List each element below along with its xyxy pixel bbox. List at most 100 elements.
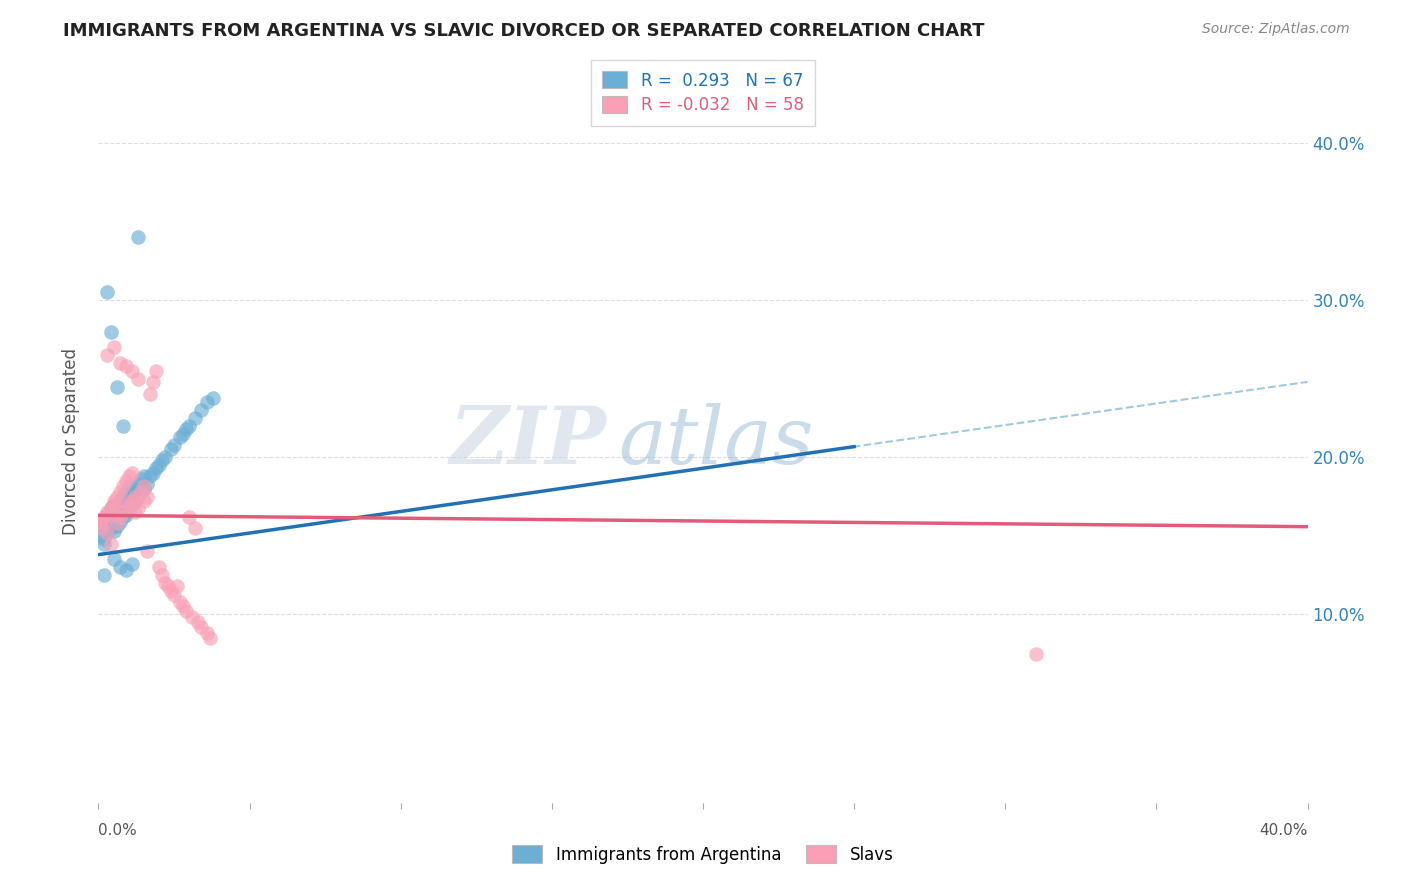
Point xyxy=(145,461,167,475)
Point xyxy=(111,418,134,433)
Point xyxy=(132,482,155,496)
Point xyxy=(96,516,118,531)
Point xyxy=(124,490,146,504)
Point xyxy=(202,391,225,405)
Point xyxy=(111,490,134,504)
Point xyxy=(153,575,176,590)
Y-axis label: Divorced or Separated: Divorced or Separated xyxy=(62,348,80,535)
Text: 40.0%: 40.0% xyxy=(1260,823,1308,838)
Point xyxy=(103,508,125,523)
Point xyxy=(93,568,115,582)
Point xyxy=(103,497,125,511)
Point xyxy=(124,482,146,496)
Point xyxy=(114,500,136,515)
Point xyxy=(172,599,194,614)
Point xyxy=(121,364,143,378)
Text: ZIP: ZIP xyxy=(450,403,606,480)
Point xyxy=(103,524,125,538)
Point xyxy=(118,469,141,483)
Point xyxy=(114,508,136,523)
Point xyxy=(166,579,188,593)
Point xyxy=(127,500,149,515)
Legend: R =  0.293   N = 67, R = -0.032   N = 58: R = 0.293 N = 67, R = -0.032 N = 58 xyxy=(591,60,815,126)
Point xyxy=(145,364,167,378)
Point xyxy=(121,486,143,500)
Point xyxy=(118,480,141,494)
Point xyxy=(114,359,136,373)
Point xyxy=(190,620,212,634)
Point xyxy=(100,521,122,535)
Point xyxy=(174,604,197,618)
Point xyxy=(150,568,173,582)
Point xyxy=(93,510,115,524)
Text: 0.0%: 0.0% xyxy=(98,823,138,838)
Point xyxy=(181,610,204,624)
Point xyxy=(179,418,201,433)
Point xyxy=(111,478,134,492)
Point xyxy=(103,517,125,532)
Point xyxy=(129,472,152,486)
Point xyxy=(174,422,197,436)
Point xyxy=(129,484,152,499)
Point xyxy=(190,403,212,417)
Text: IMMIGRANTS FROM ARGENTINA VS SLAVIC DIVORCED OR SEPARATED CORRELATION CHART: IMMIGRANTS FROM ARGENTINA VS SLAVIC DIVO… xyxy=(63,22,984,40)
Point xyxy=(93,513,115,527)
Point xyxy=(127,490,149,504)
Point xyxy=(90,521,112,535)
Point xyxy=(108,515,131,529)
Point xyxy=(105,490,128,504)
Point xyxy=(129,484,152,499)
Point xyxy=(90,513,112,527)
Text: atlas: atlas xyxy=(619,403,814,480)
Point xyxy=(121,557,143,571)
Point xyxy=(93,536,115,550)
Point xyxy=(90,521,112,535)
Point xyxy=(172,426,194,441)
Point xyxy=(100,325,122,339)
Point xyxy=(148,458,170,472)
Point xyxy=(132,478,155,492)
Point xyxy=(121,497,143,511)
Point xyxy=(153,450,176,465)
Point xyxy=(135,477,157,491)
Text: Source: ZipAtlas.com: Source: ZipAtlas.com xyxy=(1202,22,1350,37)
Point xyxy=(118,497,141,511)
Point xyxy=(108,356,131,370)
Point xyxy=(135,544,157,558)
Point xyxy=(111,500,134,515)
Point xyxy=(100,536,122,550)
Point xyxy=(114,497,136,511)
Point xyxy=(114,484,136,499)
Point xyxy=(195,626,218,640)
Point xyxy=(108,510,131,524)
Point xyxy=(100,500,122,515)
Point xyxy=(103,499,125,513)
Point xyxy=(100,500,122,515)
Point xyxy=(195,395,218,409)
Point xyxy=(108,505,131,519)
Point xyxy=(127,372,149,386)
Point xyxy=(187,615,209,630)
Point xyxy=(105,519,128,533)
Point xyxy=(142,375,165,389)
Point xyxy=(124,505,146,519)
Point xyxy=(111,505,134,519)
Point xyxy=(108,560,131,574)
Point xyxy=(105,516,128,531)
Point xyxy=(105,502,128,516)
Point xyxy=(1024,647,1046,661)
Point xyxy=(96,525,118,540)
Point xyxy=(148,560,170,574)
Point xyxy=(160,583,183,598)
Point xyxy=(96,285,118,300)
Point xyxy=(142,466,165,480)
Point xyxy=(93,516,115,531)
Point xyxy=(114,563,136,577)
Point xyxy=(105,511,128,525)
Point xyxy=(127,477,149,491)
Point xyxy=(108,494,131,508)
Point xyxy=(139,387,162,401)
Point xyxy=(184,521,207,535)
Point xyxy=(135,490,157,504)
Point xyxy=(108,484,131,499)
